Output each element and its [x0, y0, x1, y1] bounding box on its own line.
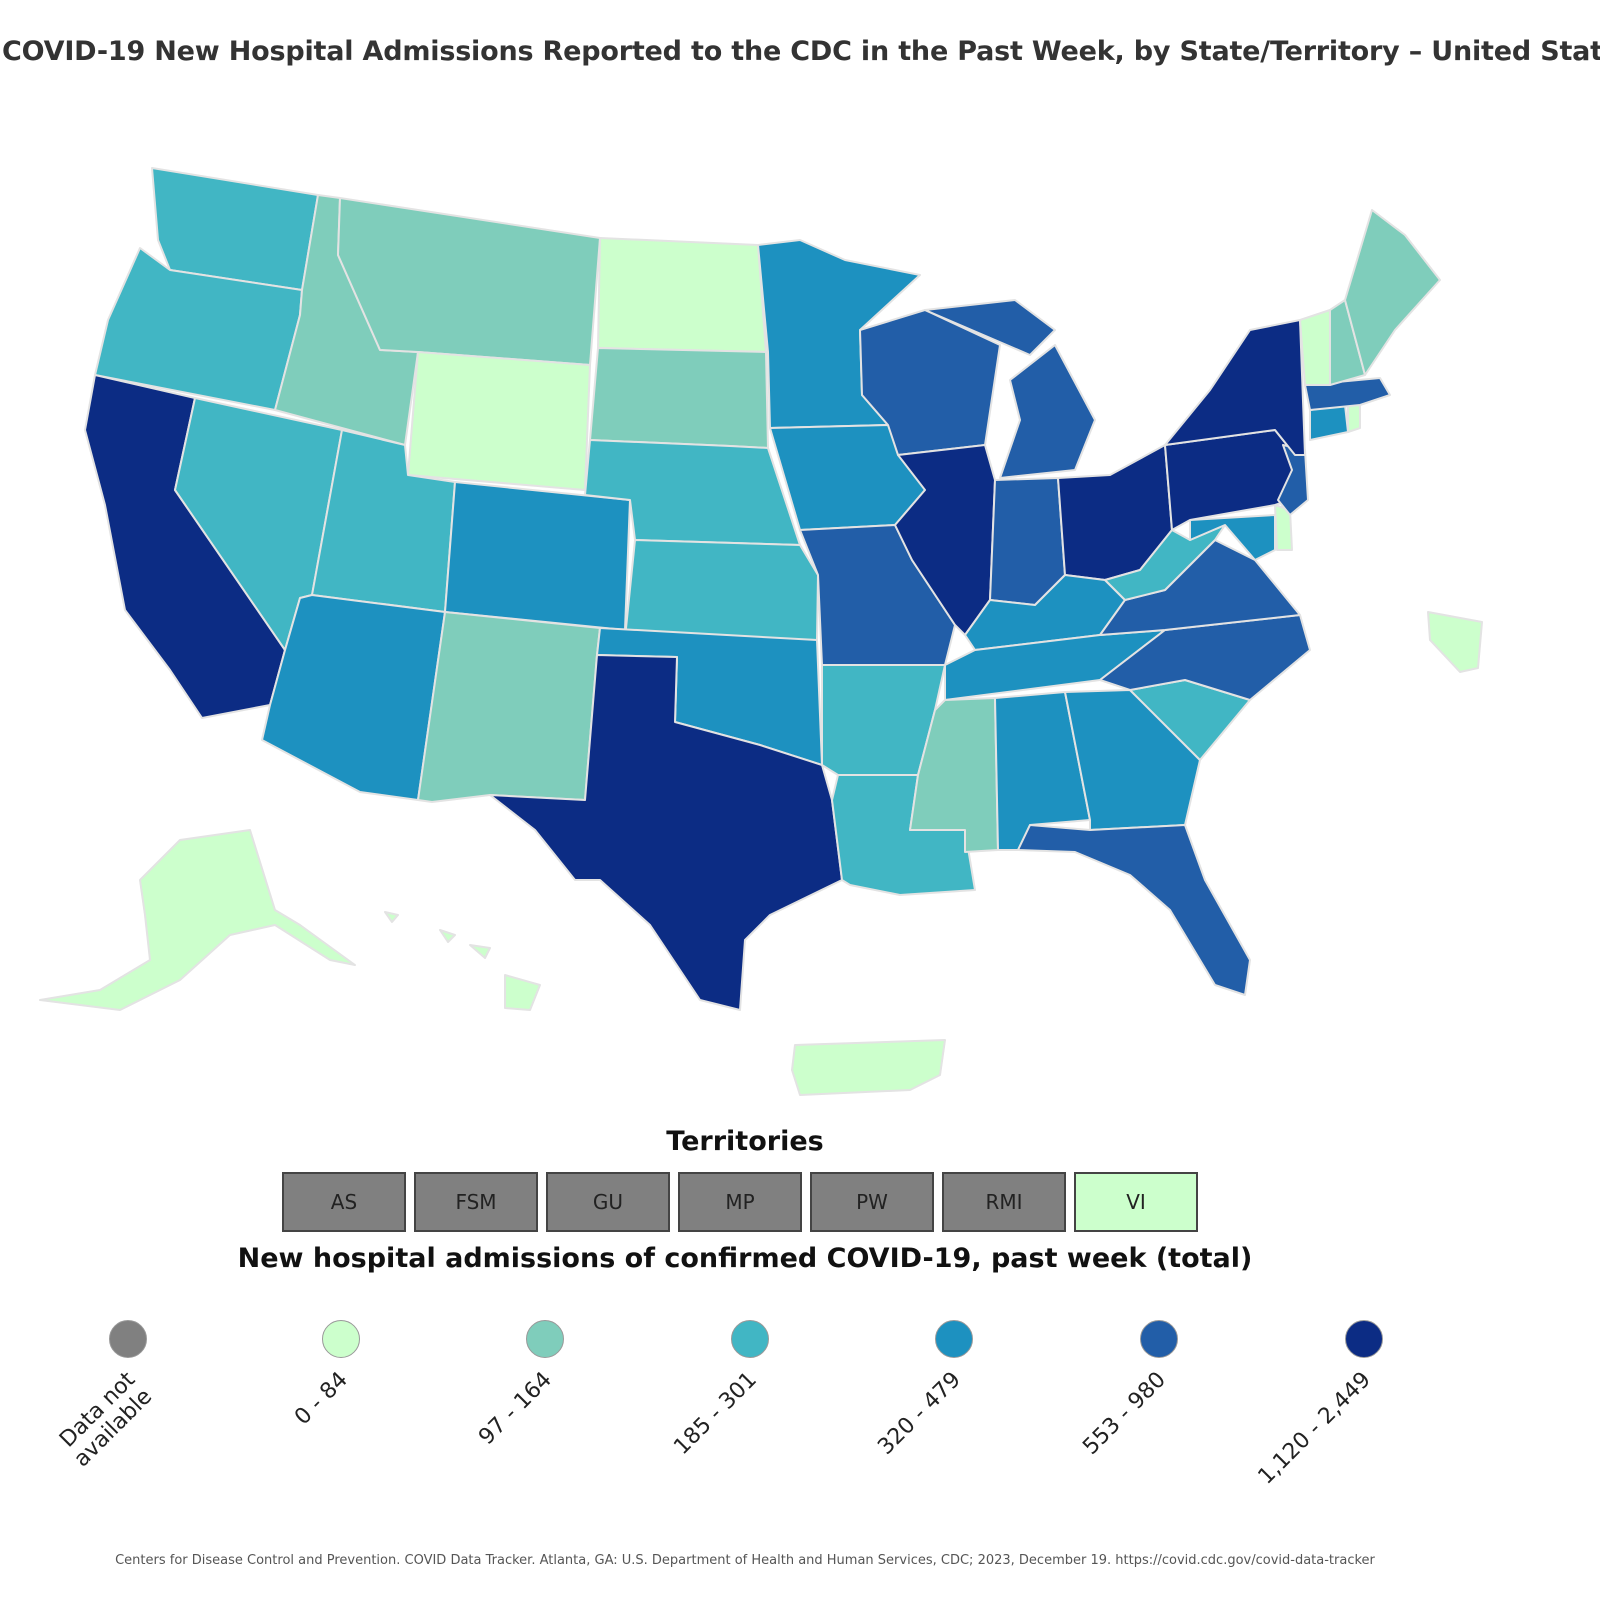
state-new-mexico[interactable] — [417, 611, 601, 803]
state-wyoming[interactable] — [407, 351, 591, 491]
state-kansas[interactable] — [624, 539, 819, 641]
legend-label: 320 - 479 — [873, 1367, 966, 1460]
legend-swatch — [731, 1320, 769, 1358]
state-alaska[interactable] — [39, 829, 356, 1011]
territory-pw[interactable]: PW — [810, 1172, 934, 1232]
state-hawaii[interactable] — [384, 911, 541, 1011]
legend-swatch — [935, 1320, 973, 1358]
territory-gu[interactable]: GU — [546, 1172, 670, 1232]
state-florida[interactable] — [1017, 824, 1251, 996]
state-montana[interactable] — [337, 197, 601, 366]
state-illinois[interactable] — [894, 444, 996, 636]
legend-title: New hospital admissions of confirmed COV… — [237, 1243, 1253, 1274]
territory-label: PW — [856, 1190, 888, 1214]
state-south-dakota[interactable] — [589, 347, 769, 449]
territory-label: MP — [725, 1190, 755, 1214]
territory-as[interactable]: AS — [282, 1172, 406, 1232]
us-choropleth-map — [39, 167, 1483, 1096]
territory-label: GU — [592, 1190, 624, 1214]
legend-swatch — [109, 1320, 147, 1358]
legend-label: 185 - 301 — [669, 1367, 762, 1460]
territories-row: AS FSM GU MP PW RMI VI — [282, 1172, 1198, 1232]
territory-mp[interactable]: MP — [678, 1172, 802, 1232]
territory-vi[interactable]: VI — [1074, 1172, 1198, 1232]
territory-fsm[interactable]: FSM — [414, 1172, 538, 1232]
legend-swatch — [526, 1320, 564, 1358]
legend-label: 553 - 980 — [1078, 1367, 1171, 1460]
territory-label: FSM — [455, 1190, 497, 1214]
territory-rmi[interactable]: RMI — [942, 1172, 1066, 1232]
territory-label: VI — [1126, 1190, 1146, 1214]
territory-label: AS — [330, 1190, 358, 1214]
state-puerto-rico[interactable] — [791, 1039, 946, 1096]
legend-swatch — [322, 1320, 360, 1358]
legend-swatch — [1345, 1320, 1383, 1358]
legend-label: 0 - 84 — [290, 1367, 353, 1431]
source-citation: Centers for Disease Control and Preventi… — [115, 1553, 1375, 1568]
state-vermont[interactable] — [1299, 309, 1331, 386]
territory-label: RMI — [985, 1190, 1023, 1214]
state-colorado[interactable] — [444, 481, 631, 631]
legend-label: 1,120 - 2,449 — [1253, 1367, 1376, 1490]
state-texas[interactable] — [489, 654, 843, 1011]
state-north-dakota[interactable] — [597, 237, 767, 353]
territories-title: Territories — [666, 1126, 824, 1157]
page-title: COVID-19 New Hospital Admissions Reporte… — [2, 36, 1600, 67]
legend-label: Data not available — [54, 1367, 157, 1473]
legend-swatch — [1140, 1320, 1178, 1358]
state-michigan[interactable] — [924, 299, 1096, 479]
state-rhode-island[interactable] — [1347, 404, 1361, 433]
legend-label: 97 - 164 — [474, 1367, 557, 1450]
state-maine[interactable] — [1344, 209, 1441, 376]
state-district-of-columbia[interactable] — [1427, 611, 1483, 673]
state-new-york[interactable] — [1164, 319, 1306, 456]
